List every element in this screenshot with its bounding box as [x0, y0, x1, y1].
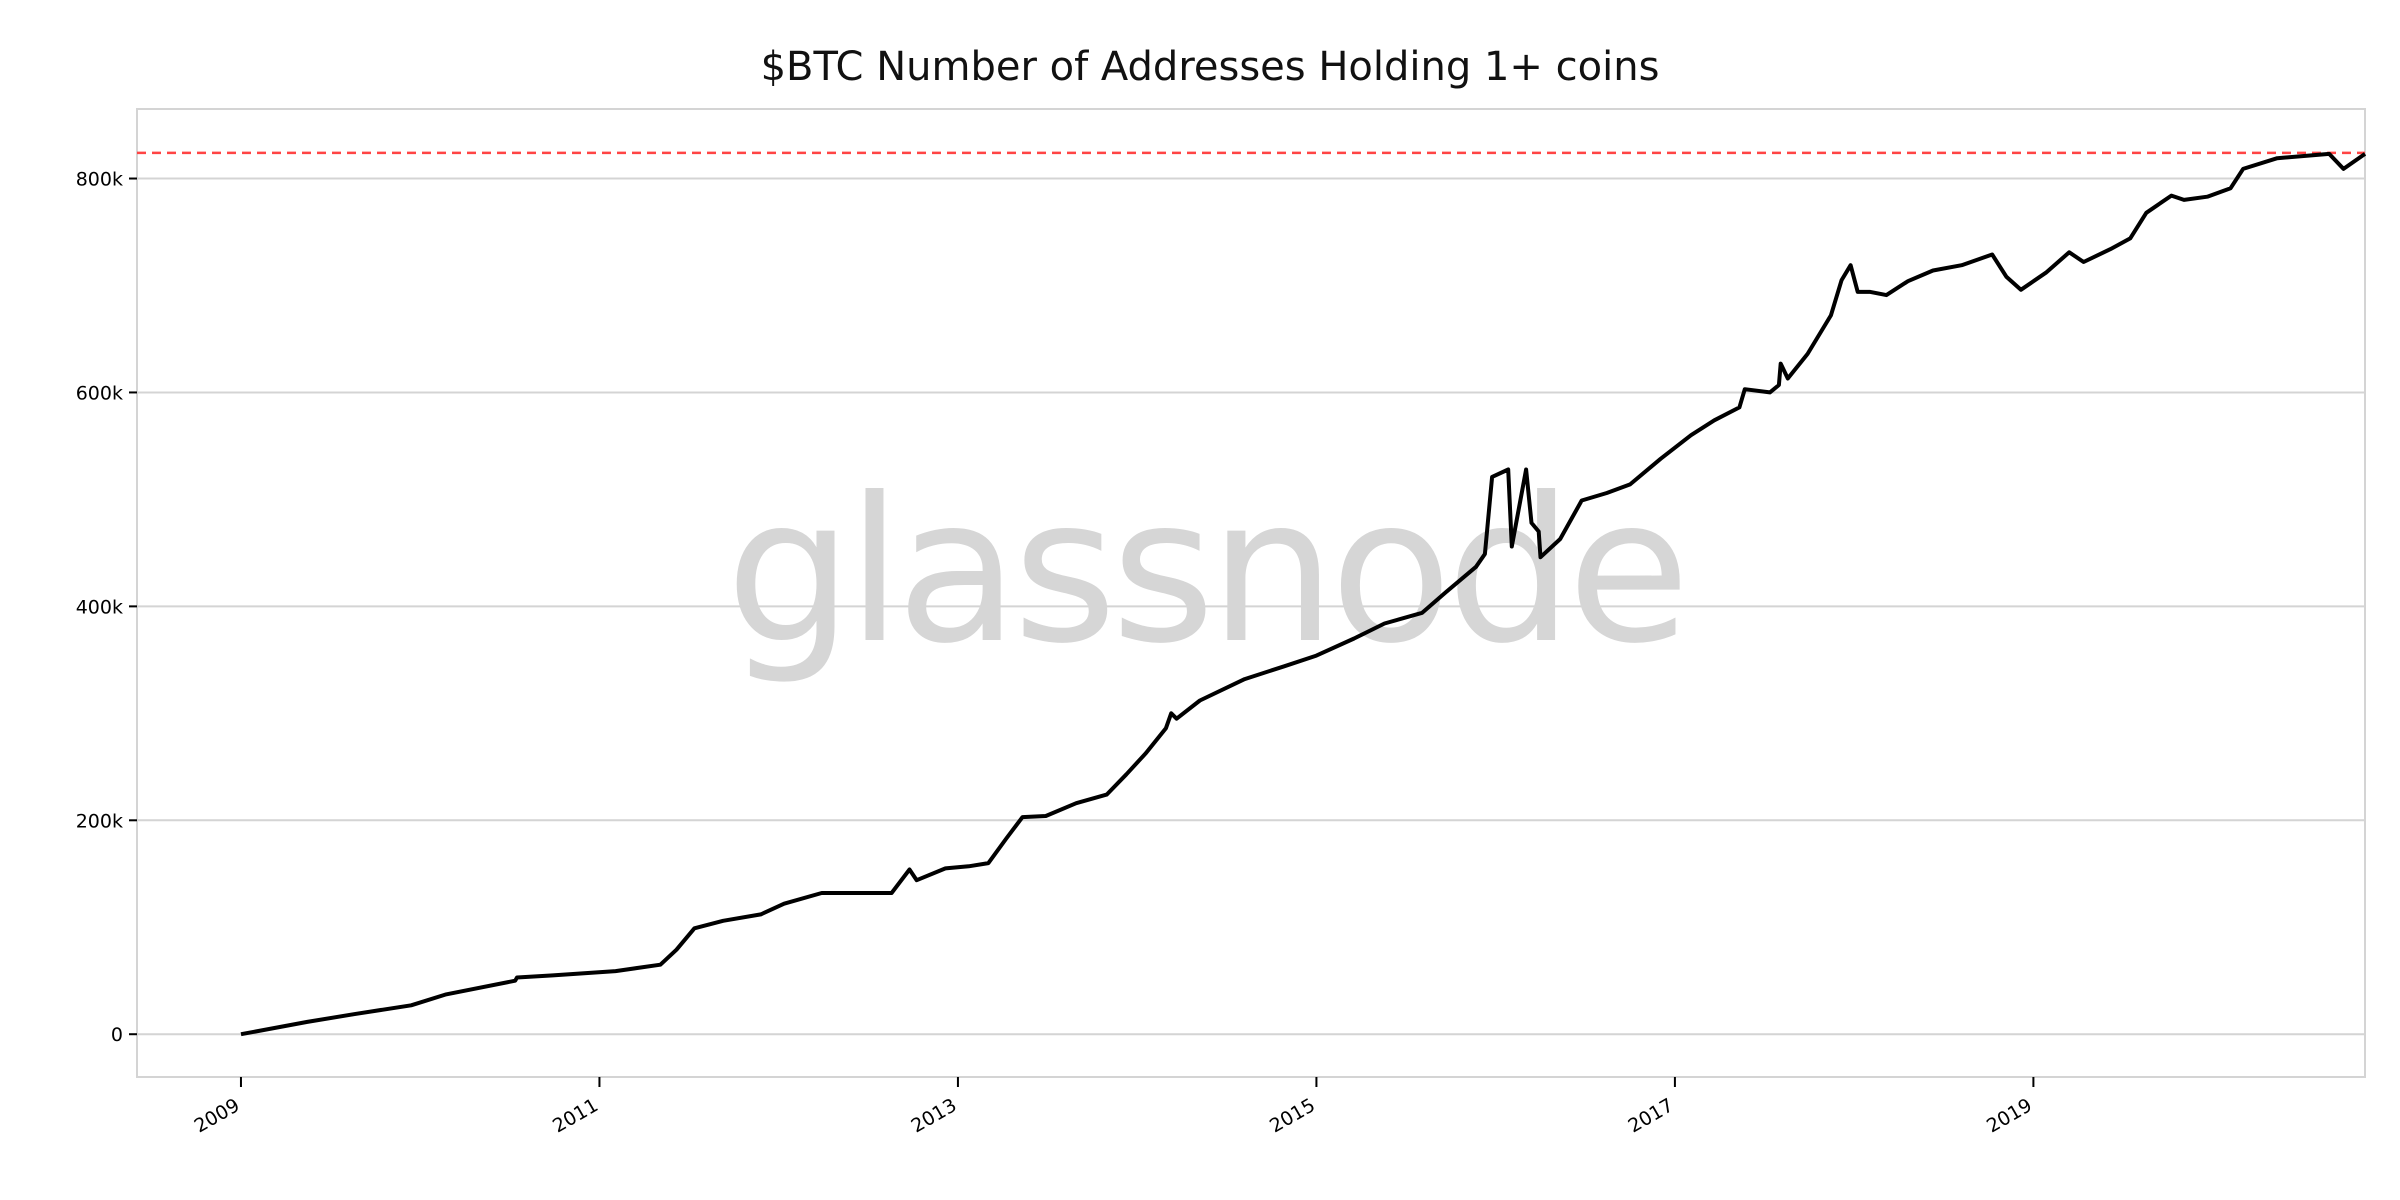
- x-tick-label: 2015: [1266, 1094, 1319, 1137]
- series-line: [240, 151, 2367, 1037]
- x-axis: 2009 2011 2013 2015 2017 2019: [191, 1077, 2036, 1138]
- plot-frame: [136, 108, 2366, 1078]
- x-tick-label: 2009: [191, 1094, 244, 1137]
- chart-title: $BTC Number of Addresses Holding 1+ coin…: [761, 44, 1660, 90]
- y-axis: 0 200k 400k 600k 800k: [76, 169, 137, 1046]
- x-tick-label: 2019: [1983, 1094, 2036, 1137]
- gridlines: [137, 177, 2365, 1036]
- y-tick-label: 0: [111, 1024, 123, 1046]
- x-tick-label: 2013: [908, 1094, 961, 1137]
- x-tick-label: 2017: [1625, 1094, 1678, 1137]
- y-tick-label: 400k: [76, 596, 123, 618]
- y-tick-label: 800k: [76, 169, 123, 191]
- y-tick-label: 600k: [76, 382, 123, 404]
- x-tick-label: 2011: [549, 1094, 602, 1137]
- y-tick-label: 200k: [76, 810, 123, 832]
- watermark-glassnode: glassnode: [726, 455, 1685, 688]
